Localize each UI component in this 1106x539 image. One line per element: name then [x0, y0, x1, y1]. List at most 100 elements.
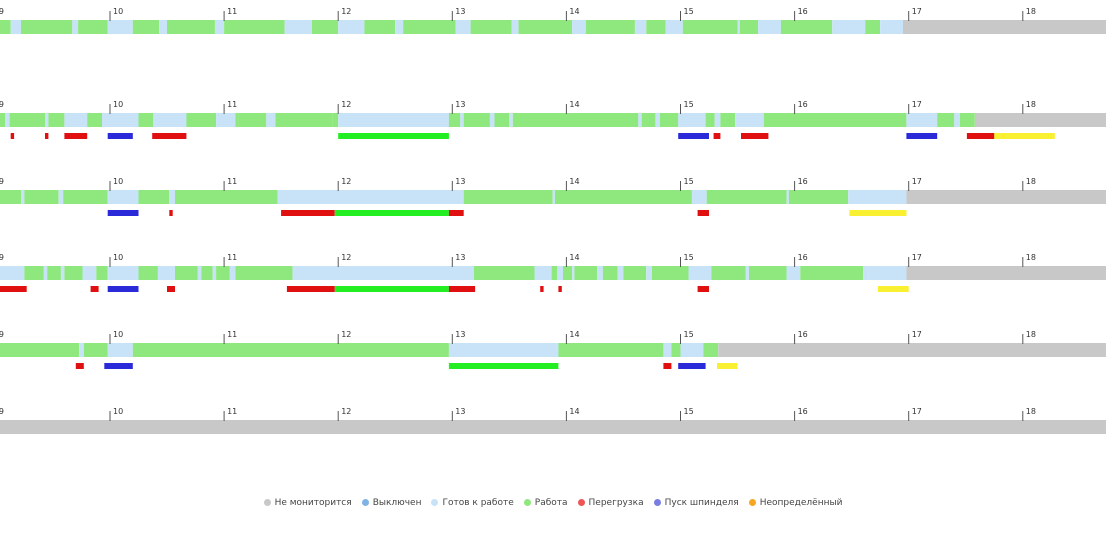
- state-segment-ready: [737, 20, 740, 34]
- hour-tick-label: 14: [569, 253, 579, 262]
- state-segment-work: [201, 266, 213, 280]
- state-segment-ready: [107, 190, 139, 204]
- hour-tick-label: 10: [113, 7, 123, 16]
- state-segment-ready: [169, 190, 175, 204]
- state-segment-work: [646, 20, 666, 34]
- state-segment-ready: [597, 266, 603, 280]
- state-segment-work: [224, 20, 285, 34]
- state-segment-unmonitored: [974, 113, 1106, 127]
- hour-tick-label: 13: [455, 7, 465, 16]
- hour-tick-label: 17: [912, 407, 922, 416]
- state-segment-work: [641, 113, 656, 127]
- state-segment-ready: [159, 20, 168, 34]
- state-segment-work: [0, 113, 6, 127]
- state-segment-work: [711, 266, 746, 280]
- state-segment-ready: [292, 266, 474, 280]
- state-segment-ready: [663, 343, 672, 357]
- state-segment-work: [96, 266, 108, 280]
- state-segment-work: [652, 266, 689, 280]
- hour-tick-label: 13: [455, 253, 465, 262]
- hour-tick-label: 17: [912, 177, 922, 186]
- hour-tick-label: 14: [569, 407, 579, 416]
- state-segment-ready: [832, 20, 866, 34]
- state-segment-ready: [906, 113, 938, 127]
- state-segment-ready: [786, 190, 789, 204]
- hour-tick-label: 14: [569, 100, 579, 109]
- state-segment-work: [705, 113, 715, 127]
- event-marker-yellow: [849, 210, 907, 216]
- legend-item-unmonitored[interactable]: Не мониторится: [263, 498, 352, 509]
- legend-item-spindle[interactable]: Пуск шпинделя: [653, 498, 739, 509]
- hour-tick-label: 9: [0, 330, 4, 339]
- state-segment-work: [800, 266, 864, 280]
- state-segment-work: [312, 20, 339, 34]
- state-segment-work: [671, 343, 681, 357]
- event-marker-red: [966, 133, 995, 139]
- state-segment-ready: [0, 266, 25, 280]
- legend-item-ready[interactable]: Готов к работе: [431, 498, 514, 509]
- state-segment-work: [749, 266, 787, 280]
- state-segment-ready: [10, 20, 21, 34]
- state-segment-work: [87, 113, 102, 127]
- state-segment-unmonitored: [906, 190, 1106, 204]
- hour-tick-label: 9: [0, 177, 4, 186]
- state-segment-work: [138, 266, 158, 280]
- event-marker-red: [0, 286, 27, 292]
- hour-tick-label: 18: [1026, 253, 1036, 262]
- hour-tick-label: 17: [912, 100, 922, 109]
- hour-tick-label: 15: [684, 177, 694, 186]
- event-marker-red: [448, 210, 464, 216]
- legend-label: Не мониторится: [274, 498, 352, 508]
- state-segment-ready: [688, 266, 712, 280]
- legend-item-off[interactable]: Выключен: [361, 498, 421, 509]
- hour-tick-label: 15: [684, 7, 694, 16]
- event-marker-red: [697, 286, 709, 292]
- legend-item-undefined[interactable]: Неопределённый: [748, 498, 842, 509]
- legend-item-work[interactable]: Работа: [523, 498, 568, 509]
- state-segment-work: [703, 343, 719, 357]
- state-segment-ready: [646, 266, 652, 280]
- state-segment-work: [63, 190, 108, 204]
- event-marker-blue: [107, 133, 133, 139]
- state-segment-ready: [153, 113, 187, 127]
- legend-dot-icon: [577, 498, 585, 506]
- hour-tick-label: 10: [113, 407, 123, 416]
- hour-tick-label: 12: [341, 330, 351, 339]
- hour-tick-label: 17: [912, 330, 922, 339]
- state-segment-ready: [848, 190, 907, 204]
- state-segment-ready: [868, 266, 872, 280]
- state-segment-ready: [552, 190, 555, 204]
- state-segment-ready: [58, 190, 64, 204]
- state-segment-work: [463, 190, 553, 204]
- state-segment-ready: [21, 190, 25, 204]
- state-segment-ready: [338, 20, 365, 34]
- state-segment-unmonitored: [0, 420, 1106, 434]
- chart-legend: Не мониторится Выключен Готов к работе Рабо…: [0, 498, 1106, 509]
- state-segment-work: [937, 113, 955, 127]
- state-segment-ready: [216, 113, 236, 127]
- hour-tick-label: 14: [569, 7, 579, 16]
- event-marker-blue: [107, 286, 139, 292]
- state-segment-unmonitored: [718, 343, 1106, 357]
- event-marker-red: [663, 363, 672, 369]
- state-segment-work: [167, 20, 215, 34]
- state-segment-unmonitored: [903, 20, 1106, 34]
- state-segment-ready: [758, 20, 781, 34]
- hour-tick-label: 16: [798, 330, 808, 339]
- event-marker-blue: [104, 363, 133, 369]
- state-segment-ready: [197, 266, 202, 280]
- state-segment-ready: [617, 266, 624, 280]
- state-segment-work: [138, 190, 170, 204]
- legend-dot-icon: [361, 498, 369, 506]
- event-marker-red: [152, 133, 187, 139]
- legend-item-overload[interactable]: Перегрузка: [577, 498, 644, 509]
- state-segment-ready: [43, 266, 48, 280]
- event-marker-yellow: [877, 286, 909, 292]
- state-segment-work: [132, 343, 449, 357]
- timeline-row: 9 10 11 12 13 14 15 16 17 18: [0, 407, 1106, 434]
- state-segment-work: [555, 190, 692, 204]
- state-segment-ready: [655, 113, 660, 127]
- state-segment-work: [623, 266, 647, 280]
- event-marker-red: [713, 133, 721, 139]
- event-marker-red: [45, 133, 49, 139]
